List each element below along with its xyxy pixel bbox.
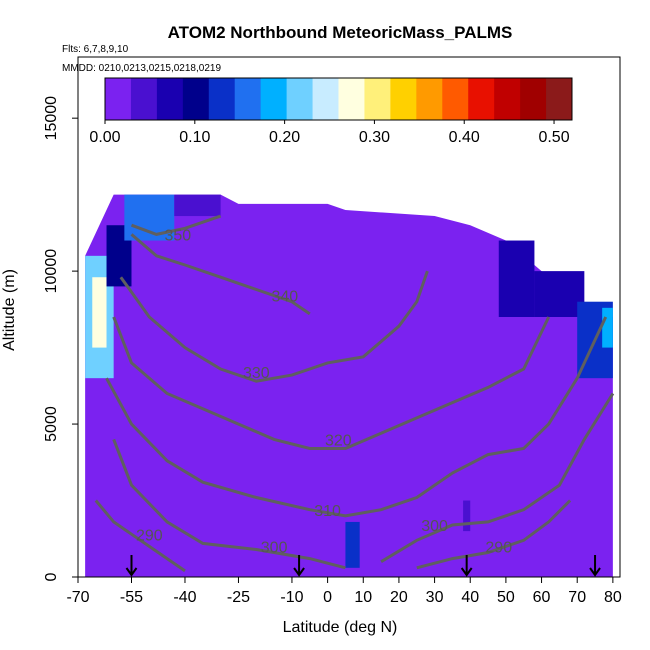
x-tick-label: 10 <box>354 589 372 606</box>
contour-line <box>105 316 608 518</box>
chart-title: ATOM2 Northbound MeteoricMass_PALMS <box>168 23 513 42</box>
colorbar-tick-label: 0.30 <box>359 129 390 146</box>
colorbar-swatch <box>260 78 288 120</box>
contour-label: 340 <box>271 289 298 306</box>
contour-label: 300 <box>421 518 448 535</box>
x-tick-label: 40 <box>461 589 479 606</box>
contour-label: 350 <box>164 228 191 245</box>
flight-marker-arrow <box>460 555 473 577</box>
colorbar-swatch <box>390 78 417 120</box>
colorbar-swatch <box>234 78 262 120</box>
contour-label: 310 <box>314 503 341 520</box>
contour-label: 290 <box>485 540 512 557</box>
x-tick-label: 80 <box>604 589 622 606</box>
x-tick-label: -40 <box>173 589 196 606</box>
colorbar-swatch <box>312 78 339 120</box>
contour-line <box>119 270 429 383</box>
contour-label: 300 <box>261 540 288 557</box>
x-tick-label: 70 <box>568 589 586 606</box>
colorbar-swatch <box>468 78 495 120</box>
heatmap-cell <box>534 271 585 317</box>
x-axis-label: Latitude (deg N) <box>283 619 398 636</box>
y-tick-label: 5000 <box>43 406 60 442</box>
colorbar-tick-label: 0.00 <box>89 129 120 146</box>
colorbar-tick-label: 0.10 <box>179 129 210 146</box>
contour-line <box>380 392 615 563</box>
colorbar-swatch <box>494 78 521 120</box>
x-tick-label: -25 <box>227 589 250 606</box>
contour-lines: 290 290 300 300 310 320 330 340 350 <box>94 214 615 573</box>
colorbar-tick-label: 0.40 <box>449 129 480 146</box>
y-axis-label: Altitude (m) <box>1 269 18 351</box>
y-axis: 0 5000 10000 15000 <box>43 96 78 581</box>
x-tick-label: -10 <box>280 589 303 606</box>
contour-label: 330 <box>243 365 270 382</box>
heatmap-cell <box>345 521 360 568</box>
colorbar-swatch <box>208 78 236 120</box>
x-axis: -70 -55 -40 -25 -10 0 10 20 30 40 50 60 70 80 <box>66 577 622 606</box>
dates-label: MMDD: 0210,0213,0215,0218,0219 <box>62 63 221 74</box>
heatmap-cell <box>92 277 107 348</box>
flight-marker-arrow <box>125 555 138 577</box>
contour-line <box>112 316 551 450</box>
flight-markers <box>125 555 601 577</box>
heatmap-cell <box>498 240 535 317</box>
colorbar-swatch <box>105 78 132 120</box>
colorbar: 0.00 0.10 0.20 0.30 0.40 0.50 <box>89 77 573 146</box>
colorbar-swatch <box>520 78 547 120</box>
y-tick-label: 0 <box>43 572 60 581</box>
contour-line <box>130 214 222 236</box>
colorbar-tick-label: 0.20 <box>269 129 300 146</box>
flight-marker-arrow <box>589 555 601 577</box>
x-tick-label: 50 <box>497 589 515 606</box>
x-tick-label: 30 <box>426 589 444 606</box>
contour-line <box>416 499 572 570</box>
x-tick-label: 20 <box>390 589 408 606</box>
x-tick-label: 0 <box>323 589 332 606</box>
contour-line <box>130 233 311 316</box>
x-tick-label: 60 <box>533 589 551 606</box>
heatmap-cell <box>602 307 613 348</box>
contour-label: 320 <box>325 432 352 449</box>
colorbar-swatch <box>182 78 210 120</box>
flights-label: Flts: 6,7,8,9,10 <box>62 44 129 55</box>
colorbar-swatch <box>286 78 314 120</box>
colorbar-swatch <box>156 78 184 120</box>
contour-line <box>94 499 186 573</box>
heatmap-cell <box>174 194 221 217</box>
x-tick-label: -70 <box>66 589 89 606</box>
colorbar-swatch <box>546 78 573 120</box>
colorbar-swatch <box>364 78 391 120</box>
heatmap-background <box>85 194 613 577</box>
contour-label: 290 <box>136 527 163 544</box>
plot-frame <box>77 56 621 578</box>
colorbar-swatch <box>338 78 365 120</box>
colorbar-swatch <box>416 78 443 120</box>
y-tick-label: 15000 <box>43 96 60 141</box>
y-tick-label: 10000 <box>43 249 60 294</box>
heatmap-cell <box>463 500 471 532</box>
colorbar-tick-label: 0.50 <box>538 129 569 146</box>
colorbar-swatch <box>442 78 469 120</box>
contour-line <box>112 438 346 570</box>
x-tick-label: -55 <box>120 589 143 606</box>
flight-marker-arrow <box>293 555 305 577</box>
colorbar-swatch <box>130 78 158 120</box>
